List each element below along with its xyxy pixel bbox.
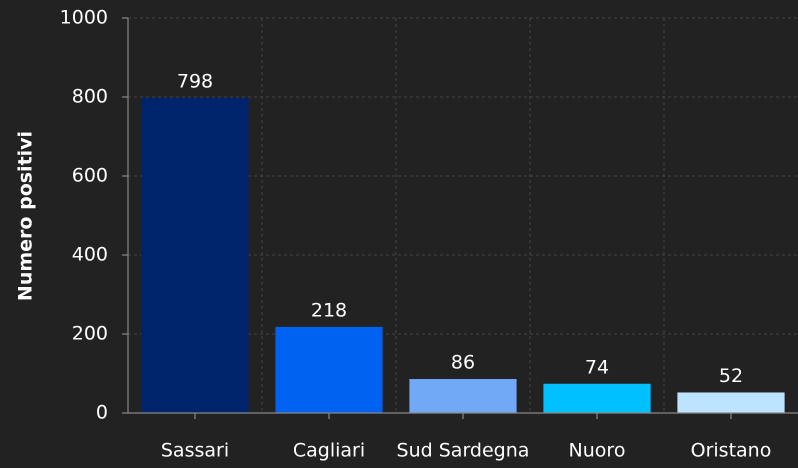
y-axis-label: Numero positivi <box>15 131 37 301</box>
bar <box>275 326 383 413</box>
x-tick-label: Sud Sardegna <box>397 440 530 462</box>
data-label: 798 <box>177 70 213 92</box>
data-label: 74 <box>585 356 609 378</box>
y-tick-label: 800 <box>72 86 108 108</box>
bar <box>141 97 249 413</box>
bar <box>543 383 651 413</box>
data-label: 52 <box>719 365 743 387</box>
y-tick-label: 1000 <box>60 7 108 29</box>
x-tick-label: Sassari <box>161 440 229 462</box>
y-tick-label: 600 <box>72 165 108 187</box>
bar <box>409 379 517 413</box>
bar <box>677 392 785 413</box>
data-label: 218 <box>311 299 347 321</box>
x-tick-label: Oristano <box>691 440 772 462</box>
x-tick-label: Cagliari <box>293 440 365 462</box>
data-label: 86 <box>451 352 475 374</box>
x-tick-label: Nuoro <box>569 440 626 462</box>
y-tick-label: 0 <box>96 402 108 424</box>
y-tick-label: 400 <box>72 244 108 266</box>
y-tick-label: 200 <box>72 323 108 345</box>
